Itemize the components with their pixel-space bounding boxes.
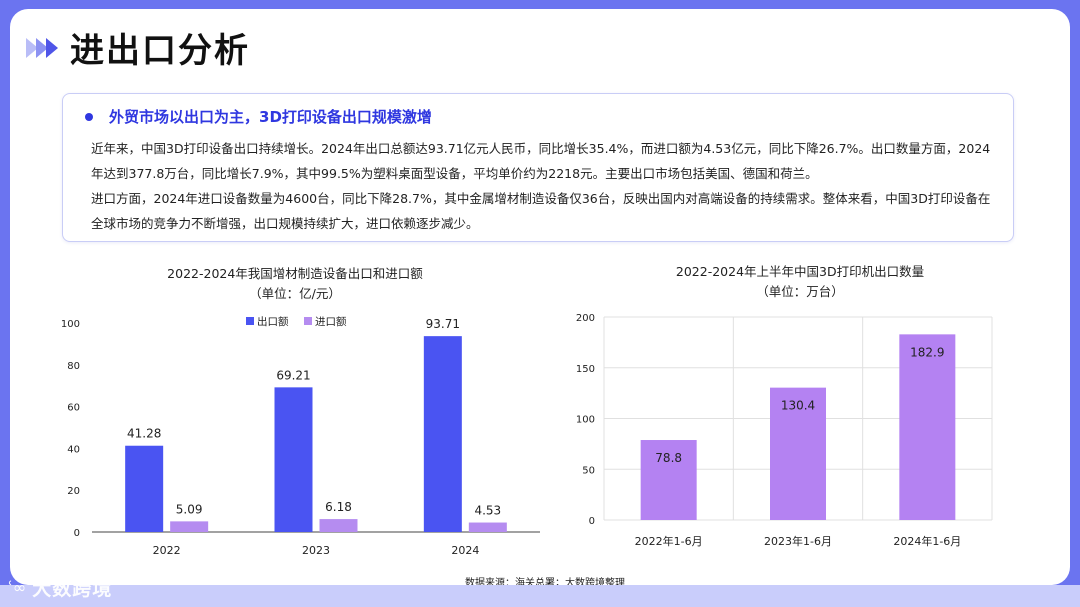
card-paragraph: 近年来，中国3D打印设备出口持续增长。2024年出口总额达93.71亿元人民币，… [91,141,991,181]
bottom-band [0,585,1080,607]
chart1-x-tick-label: 2024 [451,544,479,557]
brand-logo-icon: ʿ∞ [8,578,27,597]
chart1-legend-swatch [304,317,312,325]
chart1-y-tick-label: 0 [74,528,80,539]
chart2-y-tick-label: 50 [582,465,595,476]
chart2-title-block: 2022-2024年上半年中国3D打印机出口数量 （单位：万台） [635,262,965,302]
summary-card: 外贸市场以出口为主，3D打印设备出口规模激增 近年来，中国3D打印设备出口持续增… [62,93,1014,242]
chart2-y-tick-label: 0 [589,516,595,527]
chart2-y-tick-label: 150 [576,364,595,375]
chevron-arrows-icon [26,37,58,58]
brand-logo: ʿ∞ 大数跨境 [8,574,112,601]
chart2-bar [770,387,826,520]
chart2-y-tick-label: 200 [576,313,595,324]
chart1-title-block: 2022-2024年我国增材制造设备出口和进口额 （单位：亿/元） [130,264,460,304]
chart1-title: 2022-2024年我国增材制造设备出口和进口额 [167,266,423,281]
chart2-subtitle: （单位：万台） [756,284,844,299]
chart2-title: 2022-2024年上半年中国3D打印机出口数量 [675,264,925,279]
chart2-y-tick-label: 100 [576,415,595,426]
chart1-bar [170,521,209,532]
chart1-bar [125,445,164,532]
chart1-bar [468,522,507,532]
bullet-dot-icon [85,112,93,121]
chart2-data-label: 130.4 [781,399,815,413]
chart1-subtitle: （单位：亿/元） [249,286,341,301]
card-paragraph: 进口方面，2024年进口设备数量为4600台，同比下降28.7%，其中金属增材制… [91,191,991,231]
chart2-data-label: 78.8 [655,451,682,465]
chart2-x-tick-label: 2024年1-6月 [893,534,961,548]
chart1-data-label: 69.21 [276,368,310,382]
chart1-y-tick-label: 60 [67,403,80,414]
chart1-data-label: 6.18 [325,500,352,514]
chart1-bar [274,387,313,532]
chart2-data-label: 182.9 [910,345,944,359]
chart2-bar [899,334,956,520]
chart1-bar [319,519,358,532]
chart2-x-tick-label: 2023年1-6月 [764,534,832,548]
chart1-x-tick-label: 2022 [153,544,181,557]
chart1-x-tick-label: 2023 [302,544,330,557]
chart1-data-label: 5.09 [176,502,203,516]
chart1-legend-label: 出口额 [257,315,289,328]
chart1-y-tick-label: 20 [67,486,80,497]
chart1-y-tick-label: 40 [67,444,80,455]
chart1-data-label: 41.28 [127,427,161,441]
chart2-bar [640,440,697,520]
slide-panel: 进出口分析 外贸市场以出口为主，3D打印设备出口规模激增 近年来，中国3D打印设… [10,9,1070,585]
chart2-x-tick-label: 2022年1-6月 [635,534,703,548]
page-title: 进出口分析 [70,31,250,71]
card-body: 近年来，中国3D打印设备出口持续增长。2024年出口总额达93.71亿元人民币，… [91,136,996,236]
chart1-data-label: 93.71 [426,317,460,331]
chart1-y-tick-label: 100 [61,319,80,330]
brand-logo-text: 大数跨境 [32,578,113,600]
chart1-data-label: 4.53 [474,504,501,518]
export-import-chart: 0 20 40 60 80 100 2022 41.28 5.09 2023 69.21 6.18 20… [61,313,993,557]
chart1-y-tick-label: 80 [67,361,80,372]
card-header: 外贸市场以出口为主，3D打印设备出口规模激增 [85,106,432,127]
chart1-legend-label: 进口额 [315,315,347,328]
data-source: 数据来源：海关总署；大数跨境整理 [465,578,625,585]
card-heading: 外贸市场以出口为主，3D打印设备出口规模激增 [109,108,432,126]
chart1-bar [423,336,462,532]
title-group: 进出口分析 [26,23,250,72]
chart1-legend-swatch [246,317,254,325]
